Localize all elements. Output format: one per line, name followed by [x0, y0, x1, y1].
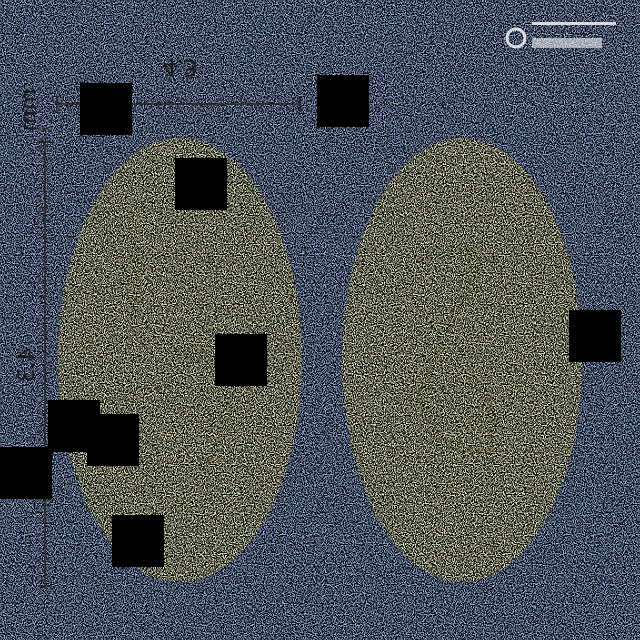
redaction-blocks: [0, 75, 621, 567]
width-label: 4.3: [163, 54, 198, 79]
unit-label: mm: [17, 89, 42, 132]
watermark-logo: [505, 22, 616, 49]
height-label: 4.3: [15, 348, 40, 383]
